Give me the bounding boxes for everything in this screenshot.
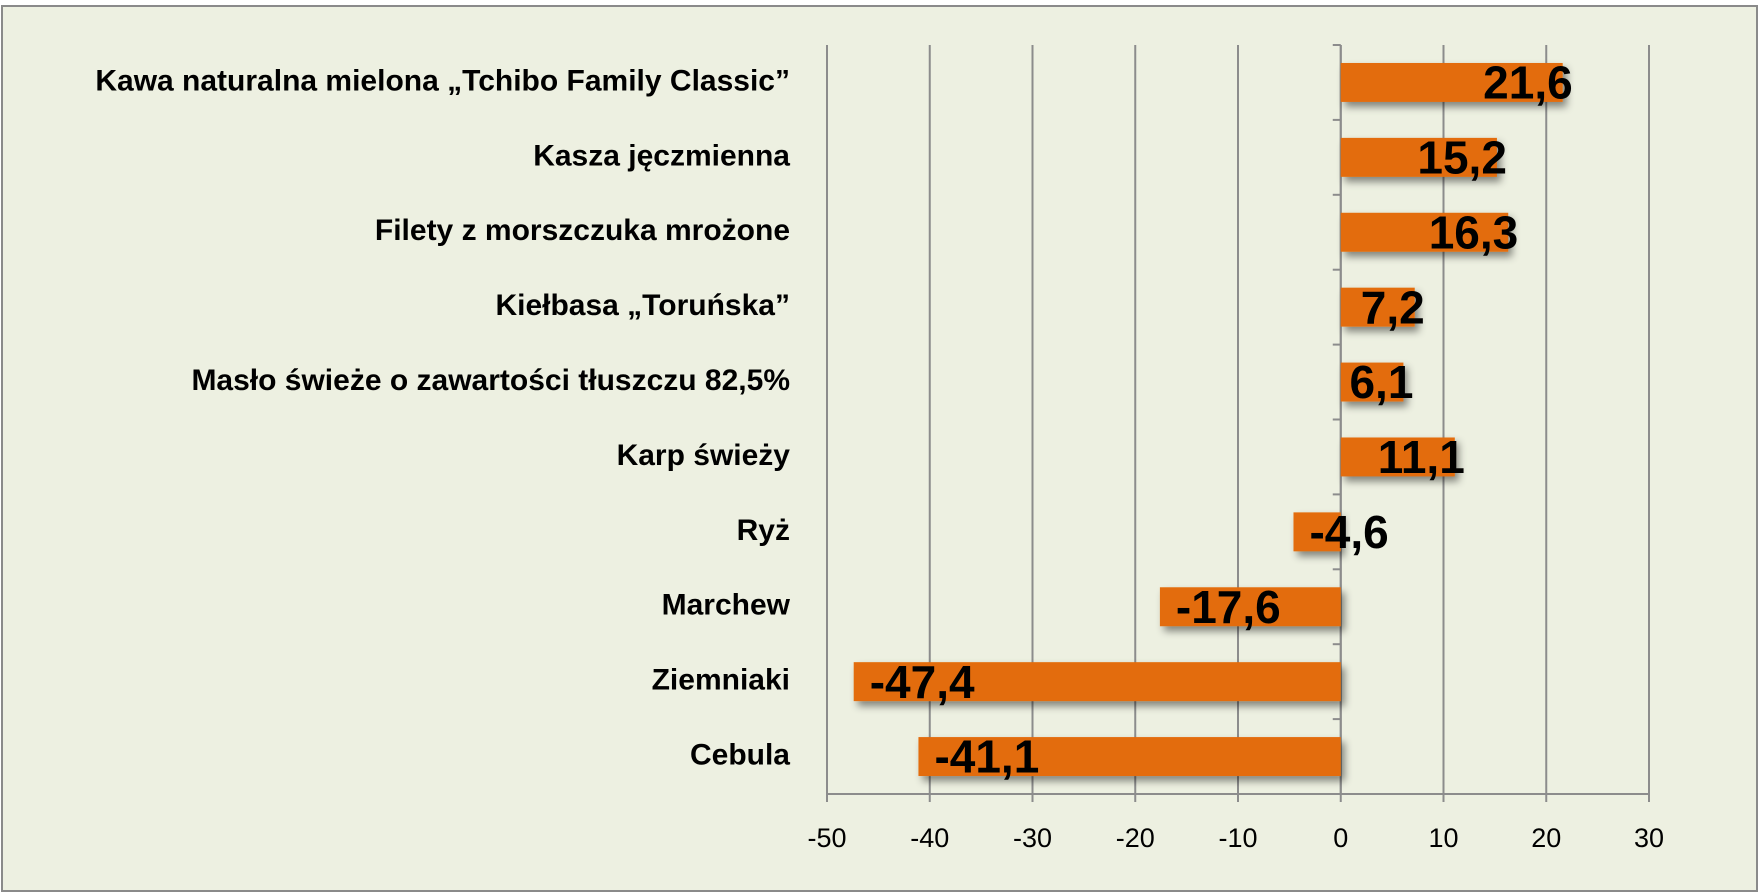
value-label: -17,6 (1176, 581, 1281, 633)
bar (1340, 137, 1497, 177)
bar (853, 662, 1341, 702)
bar (1340, 212, 1509, 252)
bar (1340, 287, 1415, 327)
y-tick-label: Cebula (690, 738, 790, 771)
value-label: 16,3 (1429, 206, 1519, 258)
bar (1340, 362, 1404, 402)
x-tick-label: 20 (1531, 823, 1561, 853)
x-tick-label: -20 (1116, 823, 1155, 853)
bar (918, 737, 1341, 777)
y-tick-label: Karp świeży (617, 439, 791, 472)
x-tick-label: -10 (1218, 823, 1257, 853)
x-tick-label: 30 (1634, 823, 1664, 853)
y-tick-label: Ziemniaki (652, 664, 790, 697)
bar (1340, 437, 1455, 477)
bar (1293, 512, 1341, 552)
x-tick-label: 10 (1428, 823, 1458, 853)
value-label: 21,6 (1483, 57, 1573, 109)
y-tick-label: Ryż (737, 514, 790, 547)
y-tick-label: Kasza jęczmienna (533, 139, 790, 172)
value-label: 15,2 (1417, 132, 1507, 184)
x-tick-label: 0 (1333, 823, 1348, 853)
y-tick-label: Masło świeże o zawartości tłuszczu 82,5% (191, 364, 790, 397)
value-label: -4,6 (1309, 506, 1388, 558)
x-tick-label: -40 (910, 823, 949, 853)
value-label: -47,4 (870, 656, 975, 708)
bar (1159, 587, 1341, 627)
bar (1340, 62, 1563, 102)
value-label: 6,1 (1349, 356, 1413, 408)
value-label: 7,2 (1361, 281, 1425, 333)
y-tick-label: Kiełbasa „Toruńska” (495, 289, 790, 322)
value-label: 11,1 (1378, 431, 1465, 483)
y-tick-label: Filety z morszczuka mrożone (375, 214, 790, 247)
x-tick-label: -30 (1013, 823, 1052, 853)
value-label: -41,1 (934, 731, 1039, 783)
x-tick-label: -50 (807, 823, 846, 853)
y-tick-label: Kawa naturalna mielona „Tchibo Family Cl… (95, 64, 790, 97)
y-tick-label: Marchew (662, 589, 791, 622)
